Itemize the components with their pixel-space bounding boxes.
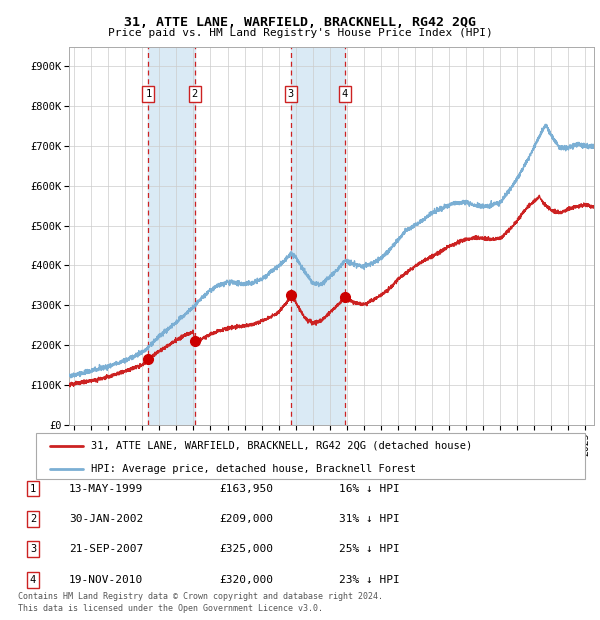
Text: 25% ↓ HPI: 25% ↓ HPI [339, 544, 400, 554]
Text: 30-JAN-2002: 30-JAN-2002 [69, 514, 143, 524]
Text: £320,000: £320,000 [219, 575, 273, 585]
Text: 3: 3 [288, 89, 294, 99]
Text: This data is licensed under the Open Government Licence v3.0.: This data is licensed under the Open Gov… [18, 603, 323, 613]
Text: 4: 4 [341, 89, 348, 99]
Text: 13-MAY-1999: 13-MAY-1999 [69, 484, 143, 494]
Bar [148, 46, 195, 425]
Text: 21-SEP-2007: 21-SEP-2007 [69, 544, 143, 554]
Text: 23% ↓ HPI: 23% ↓ HPI [339, 575, 400, 585]
Text: £163,950: £163,950 [219, 484, 273, 494]
Text: 19-NOV-2010: 19-NOV-2010 [69, 575, 143, 585]
Text: £325,000: £325,000 [219, 544, 273, 554]
Text: 2: 2 [30, 514, 36, 524]
Text: HPI: Average price, detached house, Bracknell Forest: HPI: Average price, detached house, Brac… [91, 464, 416, 474]
Text: 2: 2 [191, 89, 198, 99]
Text: 4: 4 [30, 575, 36, 585]
Bar [291, 46, 345, 425]
Text: 31% ↓ HPI: 31% ↓ HPI [339, 514, 400, 524]
Text: Price paid vs. HM Land Registry's House Price Index (HPI): Price paid vs. HM Land Registry's House … [107, 28, 493, 38]
Text: 1: 1 [30, 484, 36, 494]
Text: 3: 3 [30, 544, 36, 554]
Text: 16% ↓ HPI: 16% ↓ HPI [339, 484, 400, 494]
Text: Contains HM Land Registry data © Crown copyright and database right 2024.: Contains HM Land Registry data © Crown c… [18, 592, 383, 601]
Text: £209,000: £209,000 [219, 514, 273, 524]
FancyBboxPatch shape [36, 433, 585, 479]
Text: 31, ATTE LANE, WARFIELD, BRACKNELL, RG42 2QG (detached house): 31, ATTE LANE, WARFIELD, BRACKNELL, RG42… [91, 441, 472, 451]
Text: 31, ATTE LANE, WARFIELD, BRACKNELL, RG42 2QG: 31, ATTE LANE, WARFIELD, BRACKNELL, RG42… [124, 16, 476, 29]
Text: 1: 1 [145, 89, 152, 99]
